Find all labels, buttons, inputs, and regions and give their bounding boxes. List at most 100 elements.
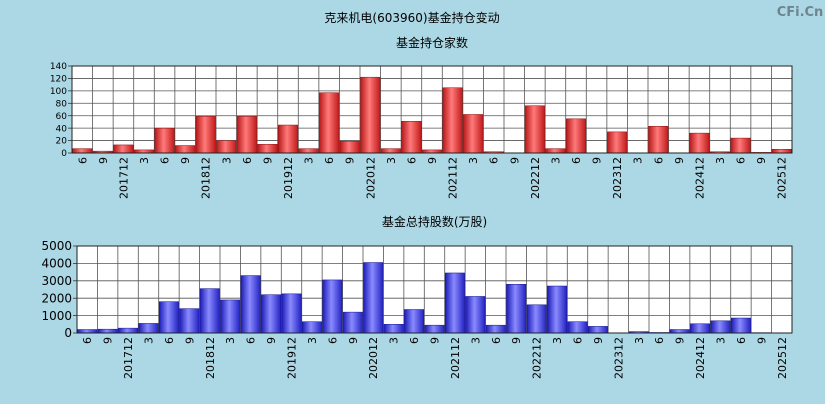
fund-count-xtick-label: 201912 (282, 157, 295, 199)
fund-count-xtick-label: 3 (220, 157, 233, 164)
fund-count-xtick-label: 3 (303, 157, 316, 164)
fund-shares-bar (568, 322, 587, 333)
fund-shares-xtick-label: 6 (81, 337, 94, 344)
fund-shares-xtick-label: 9 (347, 337, 360, 344)
fund-count-xtick-label: 9 (97, 157, 110, 164)
fund-count-xtick-label: 9 (344, 157, 357, 164)
fund-shares-bar (486, 325, 505, 333)
fund-count-xtick-label: 202112 (447, 157, 460, 199)
fund-shares-bar (507, 284, 526, 333)
fund-shares-xtick-label: 6 (326, 337, 339, 344)
fund-count-bar (463, 114, 483, 153)
fund-count-xtick-label: 6 (735, 157, 748, 164)
fund-count-ytick-label: 80 (56, 99, 68, 109)
fund-count-xtick-label: 202012 (364, 157, 377, 199)
fund-count-xtick-label: 9 (426, 157, 439, 164)
fund-shares-xtick-label: 9 (429, 337, 442, 344)
fund-count-xtick-label: 201712 (117, 157, 130, 199)
fund-count-ytick-label: 60 (56, 112, 68, 122)
fund-count-xtick-label: 9 (179, 157, 192, 164)
fund-shares-xtick-label: 201912 (286, 337, 299, 379)
fund-count-bar (237, 116, 257, 153)
fund-count-xtick-label: 6 (570, 157, 583, 164)
fund-count-bar (340, 141, 360, 153)
fund-count-bar (155, 128, 175, 153)
fund-shares-bar (731, 318, 750, 333)
fund-shares-bar (241, 276, 260, 333)
fund-shares-xtick-label: 6 (245, 337, 258, 344)
fund-shares-bar (384, 324, 403, 333)
fund-count-bar (73, 149, 93, 153)
fund-shares-xtick-label: 202012 (367, 337, 380, 379)
fund-count-xtick-label: 6 (241, 157, 254, 164)
fund-shares-xtick-label: 3 (306, 337, 319, 344)
fund-shares-xtick-label: 202412 (694, 337, 707, 379)
fund-count-bar (319, 93, 339, 153)
fund-shares-bar (547, 286, 566, 333)
fund-count-ytick-label: 140 (50, 62, 67, 72)
fund-shares-xtick-label: 9 (265, 337, 278, 344)
fund-shares-xtick-label: 3 (633, 337, 646, 344)
fund-shares-bar (425, 325, 444, 333)
fund-count-bar (525, 106, 545, 153)
fund-shares-bar (588, 326, 607, 333)
fund-shares-xtick-label: 6 (735, 337, 748, 344)
fund-shares-bar (98, 329, 117, 333)
fund-shares-bar (180, 309, 199, 333)
fund-shares-bar (445, 273, 464, 333)
fund-count-ytick-label: 40 (56, 124, 68, 134)
fund-shares-xtick-label: 6 (408, 337, 421, 344)
fund-shares-bar (404, 310, 423, 333)
fund-shares-bar (139, 323, 158, 333)
fund-count-xtick-label: 3 (714, 157, 727, 164)
fund-shares-bar (527, 305, 546, 333)
fund-shares-ytick-label: 2000 (41, 291, 72, 305)
fund-count-bar (381, 149, 401, 153)
fund-shares-xtick-label: 202112 (449, 337, 462, 379)
fund-count-ytick-label: 0 (61, 149, 67, 159)
fund-shares-xtick-label: 6 (572, 337, 585, 344)
fund-shares-xtick-label: 9 (102, 337, 115, 344)
fund-shares-xtick-label: 202212 (531, 337, 544, 379)
fund-count-xtick-label: 3 (138, 157, 151, 164)
fund-shares-xtick-label: 9 (183, 337, 196, 344)
fund-count-bar (772, 149, 792, 153)
fund-count-xtick-label: 9 (755, 157, 768, 164)
fund-count-bar (258, 144, 278, 153)
fund-shares-bar (711, 321, 730, 333)
fund-shares-xtick-label: 3 (224, 337, 237, 344)
fund-shares-xtick-label: 6 (163, 337, 176, 344)
fund-shares-bar (670, 330, 689, 333)
watermark-logo: CFi.Cn (777, 5, 824, 20)
fund-count-xtick-label: 201812 (200, 157, 213, 199)
fund-count-xtick-label: 9 (508, 157, 521, 164)
fund-shares-xtick-label: 3 (715, 337, 728, 344)
fund-shares-xtick-label: 3 (469, 337, 482, 344)
fund-count-xtick-label: 9 (673, 157, 686, 164)
fund-count-ytick-label: 100 (50, 87, 67, 97)
fund-count-bar (731, 138, 751, 153)
fund-shares-bar (200, 289, 219, 333)
fund-count-title: 基金持仓家数 (396, 35, 468, 50)
fund-shares-xtick-label: 202312 (612, 337, 625, 379)
fund-shares-bar (282, 294, 301, 333)
fund-count-xtick-label: 202312 (611, 157, 624, 199)
fund-count-bar (361, 77, 381, 153)
fund-shares-xtick-label: 9 (674, 337, 687, 344)
fund-shares-xtick-label: 9 (510, 337, 523, 344)
fund-shares-bar (302, 322, 321, 333)
fund-count-bar (402, 121, 422, 153)
fund-count-xtick-label: 6 (405, 157, 418, 164)
fund-shares-ytick-label: 3000 (41, 274, 72, 288)
fund-shares-xtick-label: 3 (143, 337, 156, 344)
fund-count-bar (175, 146, 195, 153)
fund-count-ytick-label: 120 (50, 75, 67, 85)
fund-shares-xtick-label: 9 (755, 337, 768, 344)
fund-shares-bar (364, 263, 383, 333)
fund-shares-bar (261, 295, 280, 333)
fund-shares-ytick-label: 0 (64, 326, 72, 340)
fund-count-bar (566, 119, 586, 153)
